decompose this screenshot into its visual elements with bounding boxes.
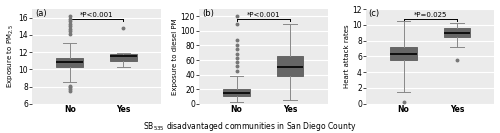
PathPatch shape	[277, 56, 303, 76]
PathPatch shape	[56, 58, 83, 67]
PathPatch shape	[224, 89, 250, 96]
Y-axis label: Exposure to PM$_{2.5}$: Exposure to PM$_{2.5}$	[6, 24, 16, 88]
Y-axis label: Exposure to diesel PM: Exposure to diesel PM	[172, 18, 178, 95]
Text: (a): (a)	[35, 9, 46, 18]
Text: *P<0.001: *P<0.001	[246, 12, 280, 18]
Text: (b): (b)	[202, 9, 213, 18]
Y-axis label: Heart attack rates: Heart attack rates	[344, 25, 349, 88]
PathPatch shape	[444, 28, 470, 37]
Text: SB$_{535}$ disadvantaged communities in San Diego County: SB$_{535}$ disadvantaged communities in …	[144, 120, 356, 133]
Text: *P<0.001: *P<0.001	[80, 12, 114, 18]
Text: (c): (c)	[368, 9, 380, 18]
PathPatch shape	[110, 54, 136, 61]
PathPatch shape	[390, 47, 417, 60]
Text: *P=0.025: *P=0.025	[414, 12, 447, 18]
